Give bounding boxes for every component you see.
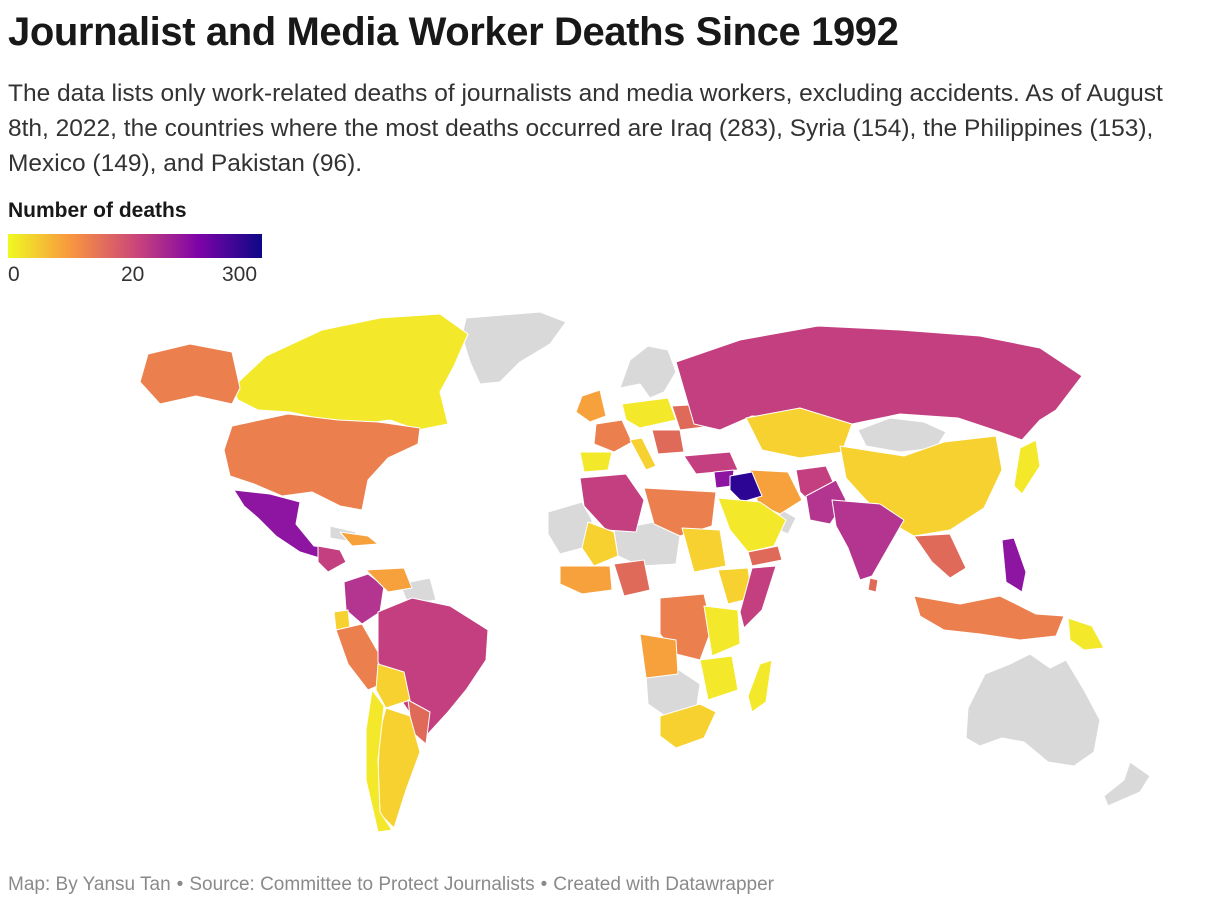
legend-color-scale [8,234,262,258]
indonesia[interactable] [913,595,1065,641]
world-map [139,311,1151,833]
greenland[interactable] [461,311,567,385]
southern-africa[interactable] [699,655,739,701]
sudan[interactable] [681,527,727,573]
japan[interactable] [1013,439,1041,495]
footer-source: Source: Committee to Protect Journalists [189,874,535,895]
sri-lanka[interactable] [867,577,879,593]
canada[interactable] [231,313,469,431]
yemen[interactable] [747,545,783,567]
chart-description: The data lists only work-related deaths … [8,80,1163,177]
india[interactable] [831,499,905,581]
united-states[interactable] [223,413,421,511]
spain-portugal[interactable] [579,451,613,473]
legend-tick-max: 300 [222,263,258,286]
iraq[interactable] [729,471,763,503]
russia[interactable] [675,325,1083,441]
france[interactable] [593,419,633,453]
scandinavia[interactable] [619,345,677,399]
balkans[interactable] [651,429,685,455]
peru[interactable] [335,623,383,691]
footer-separator: • [176,874,184,895]
footer: Map: By Yansu Tan • Source: Committee to P… [8,874,774,896]
bolivia[interactable] [375,663,411,709]
algeria-morocco[interactable] [579,473,645,533]
philippines[interactable] [1001,537,1027,593]
south-africa[interactable] [659,703,717,749]
legend-tick-mid: 20 [121,263,145,286]
somalia[interactable] [739,565,777,629]
chile[interactable] [365,689,393,833]
angola[interactable] [639,633,679,679]
footer-separator: • [540,874,548,895]
footer-map-credit: Map: By Yansu Tan [8,874,171,895]
mongolia[interactable] [857,417,947,453]
nigeria[interactable] [613,559,651,597]
united-kingdom-ireland[interactable] [575,389,607,423]
central-europe[interactable] [621,397,677,429]
papua-new-guinea[interactable] [1067,617,1105,651]
mali[interactable] [581,521,619,567]
new-zealand[interactable] [1103,761,1151,807]
australia[interactable] [965,653,1101,767]
west-africa[interactable] [559,565,613,595]
italy[interactable] [629,437,657,471]
legend-tick-min: 0 [8,263,20,286]
guatemala-honduras[interactable] [317,545,347,573]
legend-title: Number of deaths [8,199,187,222]
footer-tool-credit[interactable]: Created with Datawrapper [553,874,775,895]
saudi-arabia[interactable] [717,497,787,553]
iran[interactable] [749,469,803,515]
southeast-asia[interactable] [913,533,967,579]
caribbean[interactable] [339,531,379,547]
turkey[interactable] [683,451,739,475]
venezuela[interactable] [365,567,413,593]
alaska[interactable] [139,343,241,405]
east-africa[interactable] [703,605,741,657]
madagascar[interactable] [747,659,773,713]
chart-title: Journalist and Media Worker Deaths Since… [8,10,899,54]
